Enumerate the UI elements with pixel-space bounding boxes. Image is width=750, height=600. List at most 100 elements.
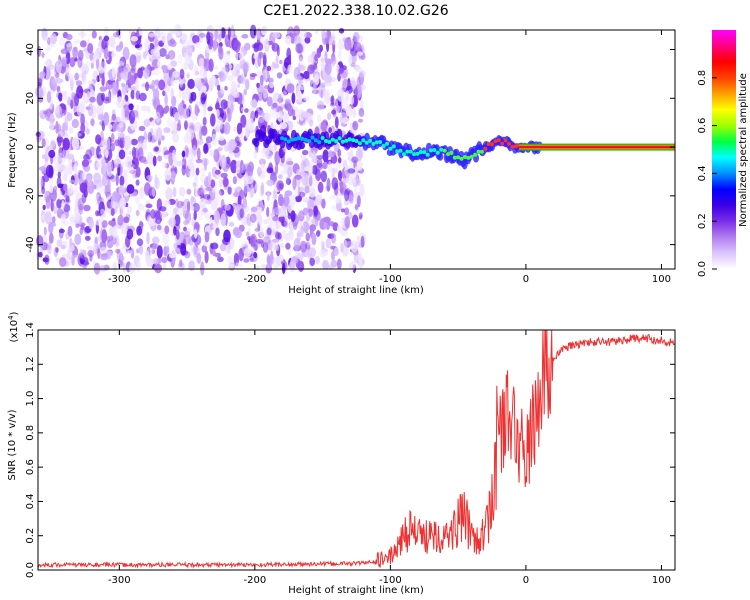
spectrogram-noise-blob [49, 113, 55, 124]
spectrogram-noise-blob [257, 53, 262, 67]
spectrogram-noise-blob [218, 33, 222, 42]
spectrogram-noise-blob [173, 242, 178, 249]
spectrogram-noise-blob [344, 216, 351, 229]
spectrogram-noise-blob [36, 134, 42, 143]
spectrogram-noise-blob [294, 35, 302, 47]
spectrogram-noise-blob [304, 185, 310, 194]
spectrogram-noise-blob [112, 32, 121, 38]
spectrogram-noise-blob [241, 107, 245, 112]
spectrogram-noise-blob [307, 64, 315, 75]
spectrogram-noise-blob [42, 204, 46, 211]
spectrogram-noise-blob [172, 187, 177, 198]
spectrogram-noise-blob [187, 158, 193, 170]
snr-y-multiplier: (x104) [7, 311, 20, 342]
spectrogram-noise-blob [287, 54, 292, 63]
spectrogram-noise-blob [235, 166, 240, 174]
ridge-core [351, 138, 356, 143]
spectrogram-noise-blob [331, 109, 337, 115]
spectrogram-noise-blob [56, 198, 62, 209]
spectrogram-noise-blob [172, 132, 180, 143]
spectrogram-noise-blob [321, 241, 325, 251]
spectrogram-noise-blob [358, 107, 365, 117]
spectrogram-noise-blob [338, 28, 345, 34]
spectrogram-noise-blob [311, 165, 318, 175]
ridge-core [293, 137, 298, 142]
ridge-core [500, 141, 505, 146]
spectrogram-noise-blob [48, 221, 54, 234]
spectrogram-noise-blob [158, 79, 166, 91]
spectrogram-noise-blob [96, 179, 104, 188]
ridge-core [476, 149, 481, 154]
spectrogram-noise-blob [278, 254, 284, 262]
spectrogram-noise-blob [349, 261, 356, 271]
spectrogram-noise-blob [354, 165, 361, 172]
spectrogram-noise-blob [41, 138, 46, 148]
spectrogram-noise-blob [204, 250, 209, 264]
spectrogram-noise-blob [161, 64, 168, 71]
spectrogram-noise-blob [262, 52, 267, 63]
spectrogram-noise-blob [53, 206, 58, 215]
spectrogram-noise-blob [126, 228, 134, 240]
spectrogram-noise-blob [89, 146, 96, 157]
spectrogram-noise-blob [342, 117, 350, 125]
spectrogram-noise-blob [66, 249, 72, 260]
spectrogram-noise-blob [308, 207, 314, 217]
spectrogram-noise-blob [316, 113, 322, 123]
spectrogram-noise-blob [351, 214, 359, 228]
spectrogram-noise-blob [188, 47, 193, 54]
spectrogram-noise-blob [204, 231, 210, 243]
spectrogram-noise-blob [246, 175, 254, 185]
spectrogram-noise-blob [135, 78, 139, 92]
spectrogram-noise-blob [226, 50, 231, 55]
spectrogram-noise-blob [289, 222, 294, 235]
spectrogram-noise-blob [166, 245, 170, 254]
spectrogram-noise-blob [215, 109, 220, 118]
spectrogram-noise-blob [186, 201, 191, 212]
spectrogram-noise-blob [287, 212, 292, 220]
spectrogram-noise-blob [112, 262, 117, 273]
spectrogram-noise-blob [80, 122, 86, 134]
spectrogram-noise-blob [260, 182, 265, 196]
spectrogram-noise-blob [257, 166, 262, 177]
snr-y-multiplier-base: (x10 [9, 320, 20, 343]
spectrogram-noise-blob [95, 57, 100, 70]
snr-y-tick-label: 0.2 [25, 528, 36, 544]
spectrogram-noise-blob [126, 209, 131, 216]
spectrogram-noise-blob [87, 249, 94, 258]
spectrogram-noise-blob [190, 196, 195, 202]
spectrogram-noise-blob [285, 176, 290, 185]
spectrogram-noise-blob [231, 24, 234, 38]
spectrogram-noise-blob [98, 35, 102, 41]
spectrogram-noise-blob [330, 95, 335, 106]
spectrogram-noise-blob [99, 217, 104, 222]
spectrogram-noise-blob [178, 102, 185, 116]
spectrogram-x-tick-label: 0 [523, 274, 529, 285]
spectrogram-noise-blob [325, 185, 331, 192]
spectrogram-noise-blob [320, 57, 325, 62]
spectrogram-noise-blob [276, 72, 283, 79]
spectrogram-noise-blob [266, 206, 270, 217]
spectrogram-noise-blob [230, 159, 238, 174]
spectrogram-noise-blob [48, 149, 56, 159]
spectrogram-noise-blob [97, 154, 103, 159]
spectrogram-noise-blob [156, 245, 163, 259]
spectrogram-noise-blob [273, 206, 282, 216]
ridge-core [330, 137, 335, 142]
spectrogram-noise-blob [176, 200, 184, 209]
spectrogram-noise-blob [81, 249, 87, 260]
spectrogram-noise-blob [218, 45, 223, 54]
spectrogram-noise-blob [165, 191, 170, 196]
spectrogram-noise-blob [53, 185, 58, 193]
chart-title: C2E1.2022.338.10.02.G26 [263, 3, 448, 19]
spectrogram-noise-blob [248, 107, 255, 121]
spectrogram-noise-blob [90, 118, 95, 127]
spectrogram-noise-blob [352, 120, 359, 131]
spectrogram-y-tick-label: -40 [25, 236, 36, 252]
spectrogram-noise-blob [97, 248, 101, 260]
spectrogram-noise-blob [164, 168, 172, 181]
spectrogram-noise-blob [186, 188, 192, 195]
spectrogram-noise-blob [202, 207, 208, 213]
spectrogram-noise-blob [100, 208, 105, 216]
spectrogram-noise-blob [233, 192, 241, 198]
spectrogram-noise-blob [151, 79, 156, 92]
